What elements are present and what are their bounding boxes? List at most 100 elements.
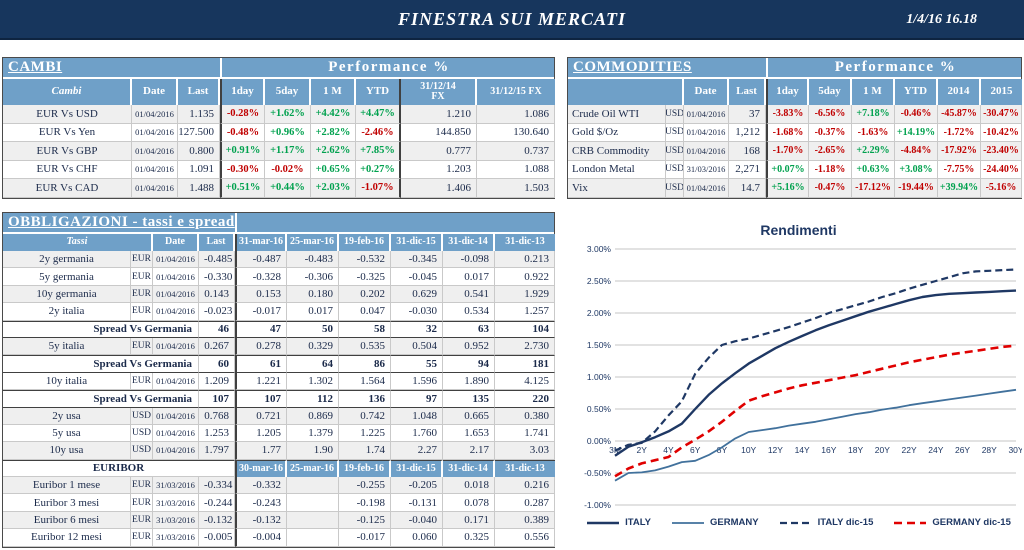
euribor-col-header: 31-dic-13 [495,459,555,478]
hist-value: 1.90 [287,442,339,460]
perf-value: -1.68% [766,123,809,142]
perf-value: +5.16% [766,179,809,198]
hist-value: -0.017 [339,529,391,547]
hist-value: 1.596 [391,372,443,391]
spread-value: 63 [443,320,495,338]
x-axis-label: 12Y [768,445,783,455]
hist-value: 0.721 [235,407,287,425]
perf-value: +4.47% [356,105,401,124]
pair-name: EUR Vs GBP [3,142,132,161]
series-line-germany-dic-15 [614,344,1017,478]
y-axis-label: 1.00% [587,372,612,382]
legend-item-germany-dic-15: GERMANY dic-15 [893,517,1011,528]
rate-currency: EUR [131,268,153,286]
rate-currency: USD [131,424,153,443]
rate-currency: EUR [131,303,153,321]
commodity-date: 01/04/2016 [684,123,729,142]
hist-value: 1.048 [391,407,443,425]
hist-value: 0.534 [443,303,495,321]
hist-value: 0.216 [495,477,555,495]
legend-line-sample [672,521,705,524]
rate-last: -0.334 [199,477,235,495]
hist-value: 0.017 [287,303,339,321]
hist-value: 0.060 [391,529,443,547]
col-header-date: Date [684,79,729,105]
y-axis-label: -0.50% [584,468,611,478]
euribor-col-header: 30-mar-16 [235,459,287,478]
spread-value: 135 [443,390,495,408]
hist-value: 0.380 [495,407,555,425]
pair-name: EUR Vs CAD [3,179,132,198]
hist-value: 0.287 [495,494,555,512]
commodity-name: Gold $/Oz [568,123,666,142]
cambi-table-body: EUR Vs USD 01/04/2016 1.135 -0.28% +1.62% +4.… [3,105,555,198]
fx-2014: 1.210 [401,105,477,124]
hist-value: 1.302 [287,372,339,391]
commodity-date: 01/04/2016 [684,105,729,124]
commodity-last: 2,271 [729,160,766,179]
hist-value: 2.730 [495,337,555,356]
x-axis-label: 10Y [741,445,756,455]
legend-line-sample [779,521,812,524]
commodity-last: 168 [729,142,766,161]
col-header-last: Last [199,234,235,251]
legend-item-italy-dic-15: ITALY dic-15 [779,517,873,528]
perf-value: -1.70% [766,142,809,161]
commodities-header-row: Date Last 1day 5day 1 M YTD 2014 2015 [568,79,1022,105]
perf-value: +14.19% [895,123,938,142]
rate-row: 2y usa USD 01/04/2016 0.768 0.721 0.869 0.742 1… [3,407,555,425]
cambi-header-row: Cambi Date Last 1day 5day 1 M YTD 31/12/14 FX 31… [3,79,555,105]
cambi-table: CAMBI Performance % Cambi Date Last 1day 5da… [2,57,555,199]
hist-value: 0.213 [495,251,555,269]
col-header-perf: YTD [895,79,938,105]
spread-label: Spread Vs Germania [3,355,199,373]
spread-value: 220 [495,390,555,408]
perf-value: -1.63% [852,123,895,142]
hist-value [287,529,339,547]
pair-last: 1.135 [178,105,220,124]
commodity-name: London Metal [568,160,666,179]
commodity-name: Vix [568,179,666,198]
hist-value: -0.532 [339,251,391,269]
rate-currency: EUR [131,285,153,304]
hist-value: -0.098 [443,251,495,269]
pair-last: 0.800 [178,142,220,161]
spread-last: 46 [199,320,235,338]
rate-date: 01/04/2016 [153,285,199,304]
rate-row: Euribor 3 mesi EUR 31/03/2016-0.244 -0.243-… [3,494,555,512]
commodity-name: Crude Oil WTI [568,105,666,124]
rate-date: 31/03/2016 [153,529,199,547]
commodities-title-band: COMMODITIES Performance % [568,58,1021,79]
obbligazioni-table: OBBLIGAZIONI - tassi e spread Tassi Date L… [2,212,555,548]
rate-last: 1.797 [199,442,235,460]
hist-value: 0.952 [443,337,495,356]
commodity-currency: USD [666,105,684,124]
spread-label: Spread Vs Germania [3,320,199,338]
hist-value: -0.132 [235,511,287,530]
fx-2015: 1.086 [477,105,555,124]
perf-value: +0.44% [265,179,311,198]
spread-value: 104 [495,320,555,338]
rate-currency: EUR [131,372,153,391]
col-header-perf: 1day [766,79,809,105]
hist-value: 0.078 [443,494,495,512]
rate-name: Euribor 6 mesi [3,511,131,530]
fx-2015: 1.088 [477,160,555,179]
perf-value: +0.27% [356,160,401,179]
legend-label: GERMANY [710,517,759,528]
cambi-title-band: CAMBI Performance % [3,58,554,79]
hist-value: -0.004 [235,529,287,547]
perf-value: +1.62% [265,105,311,124]
cambi-row: EUR Vs USD 01/04/2016 1.135 -0.28% +1.62% +4.… [3,105,555,124]
perf-value: +2.82% [311,123,356,142]
value: 0.005 [207,531,233,544]
spread-value: 50 [287,320,339,338]
rate-name: 2y germania [3,251,131,269]
rate-last: -0.023 [199,303,235,321]
pair-name: EUR Vs Yen [3,123,132,142]
rate-name: Euribor 3 mesi [3,494,131,512]
hist-value: 0.504 [391,337,443,356]
spread-value: 94 [443,355,495,373]
hist-value: 1.379 [287,424,339,443]
rate-last: 1.209 [199,372,235,391]
